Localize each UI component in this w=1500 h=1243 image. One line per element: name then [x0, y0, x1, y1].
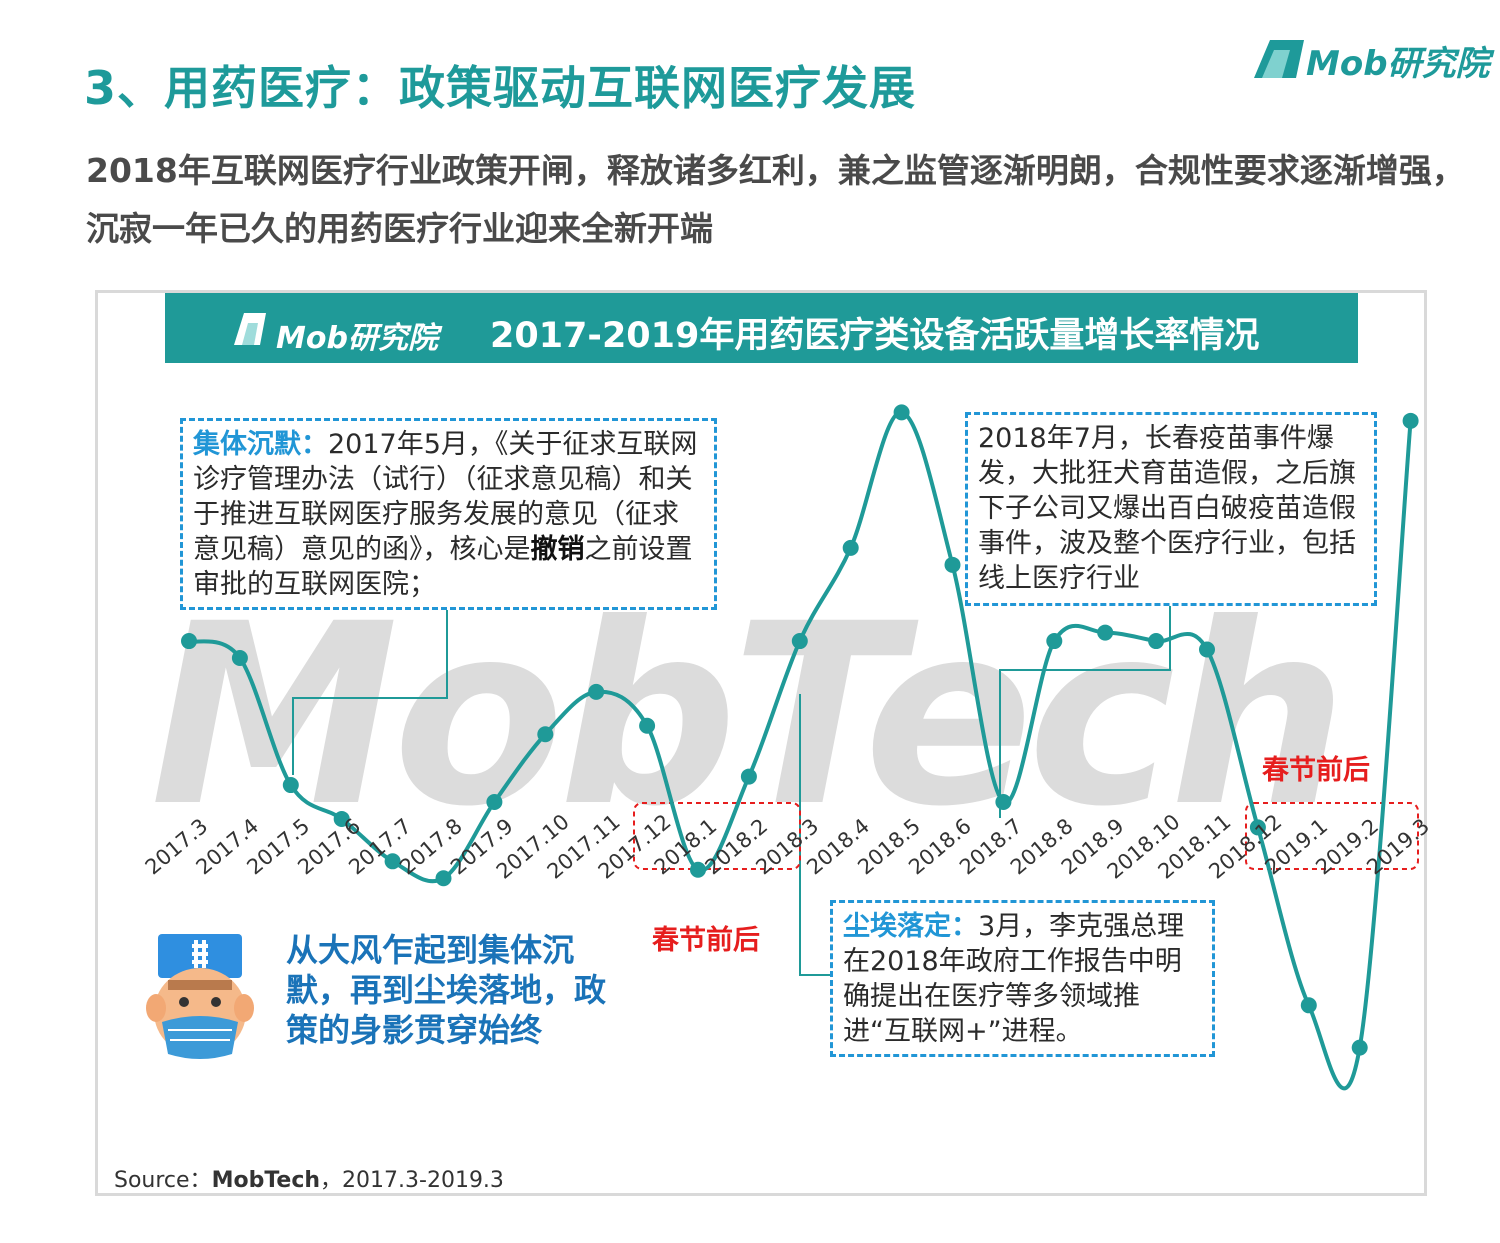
mob-logo-icon [1254, 40, 1304, 78]
data-point-2017.4 [231, 650, 248, 666]
callout-left-body-end: 之前设置审批的互联网医院； [193, 534, 693, 600]
mobtech-watermark: MobTech [150, 570, 1348, 861]
spring-festival-label-left: 春节前后 [652, 925, 760, 956]
banner-logo-icon [234, 313, 266, 345]
chart-title: 2017-2019年用药医疗类设备活跃量增长率情况 [490, 316, 1260, 356]
data-point-2018.7 [995, 794, 1012, 810]
source-note: Source：MobTech，2017.3-2019.3 [114, 1162, 504, 1194]
data-point-2017.7 [384, 853, 401, 870]
spring-festival-boxes [633, 802, 1419, 870]
data-points [181, 404, 1419, 1056]
chart-banner [165, 293, 1358, 363]
data-point-2018.6 [944, 556, 961, 573]
connector-line-1 [292, 610, 448, 775]
data-point-2018.9 [1097, 624, 1114, 641]
callout-collective-silence: 集体沉默：2017年5月，《关于征求互联网诊疗管理办法（试行）（征求意见稿）和关… [180, 418, 717, 610]
callout-left-title: 集体沉默： [193, 429, 328, 460]
data-point-2018.4 [842, 539, 859, 556]
slogan-text: 从大风乍起到集体沉默，再到尘埃落地，政策的身影贯穿始终 [286, 931, 607, 1049]
data-point-2017.11 [588, 683, 605, 700]
data-point-2018.3 [791, 633, 808, 650]
data-point-2018.5 [893, 404, 910, 421]
data-point-2017.10 [537, 726, 554, 743]
callout-vaccine-event: 2018年7月，长春疫苗事件爆发，大批狂犬育苗造假，之后旗下子公司又爆出百白破疫… [965, 412, 1377, 606]
data-point-2017.8 [435, 870, 452, 887]
data-point-2018.2 [740, 768, 757, 785]
data-point-2019.3 [1402, 412, 1419, 429]
source-range: ，2017.3-2019.3 [320, 1168, 504, 1193]
callout-settled: 尘埃落定：3月，李克强总理在2018年政府工作报告中明确提出在医疗等多领域推进“… [830, 900, 1215, 1057]
callout-bottom-title: 尘埃落定： [843, 911, 978, 942]
data-point-2018.1 [690, 861, 706, 878]
data-point-2017.12 [639, 717, 656, 734]
data-point-2018.8 [1046, 633, 1063, 650]
connector-line-3 [799, 694, 830, 976]
data-point-2019.1 [1300, 997, 1317, 1014]
data-point-2018.10 [1148, 633, 1165, 650]
callout-left-body: 2017年5月，《关于征求互联网诊疗管理办法（试行）（征求意见稿）和关于推进互联… [193, 429, 698, 565]
data-point-2017.9 [486, 794, 503, 810]
spring-festival-label-right: 春节前后 [1262, 755, 1370, 786]
brand-name: Mob研究院 [1306, 44, 1490, 84]
doctor-icon [146, 934, 254, 1059]
data-point-2018.12 [1249, 819, 1266, 836]
data-point-2017.6 [333, 810, 350, 827]
data-point-2017.5 [282, 777, 299, 794]
source-name: MobTech [211, 1168, 321, 1193]
spring-festival-box-2 [1245, 802, 1419, 870]
callout-left-strong: 撤销 [530, 534, 585, 565]
banner-brand-name: Mob研究院 [276, 321, 438, 356]
callout-bottom-body: 3月，李克强总理在2018年政府工作报告中明确提出在医疗等多领域推进“互联网+”… [843, 911, 1185, 1047]
page-subtitle: 2018年互联网医疗行业政策开闸，释放诸多红利，兼之监管逐渐明朗，合规性要求逐渐… [86, 151, 1465, 248]
data-point-2018.11 [1199, 641, 1215, 658]
callout-right-body: 2018年7月，长春疫苗事件爆发，大批狂犬育苗造假，之后旗下子公司又爆出百白破疫… [978, 423, 1356, 594]
spring-festival-box-1 [633, 802, 801, 870]
data-point-2017.3 [181, 633, 197, 650]
chart-panel [95, 290, 1427, 1196]
source-prefix: Source： [114, 1168, 212, 1193]
page-title: 3、用药医疗：政策驱动互联网医疗发展 [84, 61, 917, 115]
data-point-2019.2 [1351, 1039, 1368, 1056]
